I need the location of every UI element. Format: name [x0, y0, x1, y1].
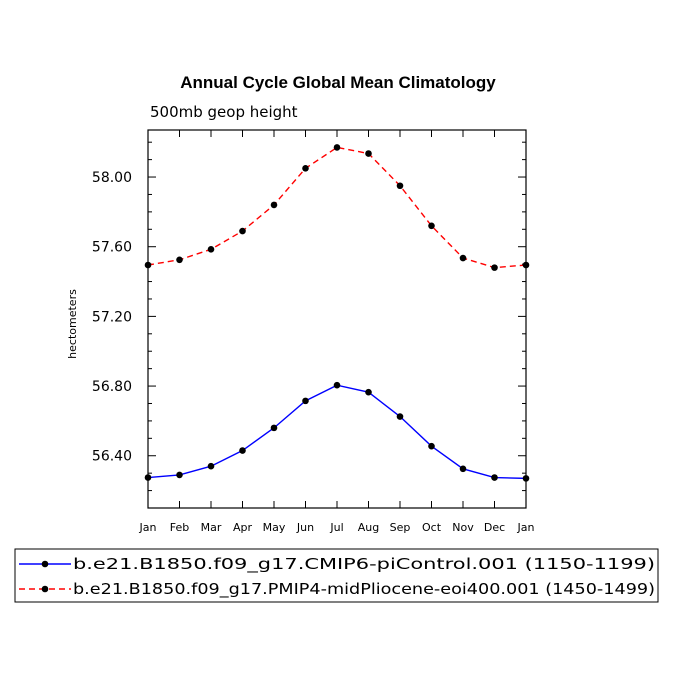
data-point	[491, 474, 498, 481]
x-tick-label: Jan	[517, 521, 535, 534]
data-point	[270, 201, 278, 209]
data-point	[428, 222, 435, 230]
legend-marker	[41, 560, 49, 568]
x-tick-label: May	[263, 521, 286, 534]
data-point	[491, 264, 498, 271]
data-point	[270, 424, 278, 432]
x-tick-label: Jan	[139, 521, 157, 534]
x-tick-label: Mar	[201, 521, 222, 534]
x-tick-label: Oct	[422, 521, 442, 534]
data-point	[333, 144, 341, 151]
x-tick-label: Dec	[484, 521, 505, 534]
data-point	[365, 150, 372, 157]
chart-subtitle: 500mb geop height	[150, 103, 298, 121]
series-line-1	[147, 146, 527, 269]
y-tick-label: 57.20	[92, 309, 132, 325]
data-point	[207, 462, 215, 470]
data-point	[333, 381, 341, 389]
legend-box	[14, 548, 659, 603]
y-tick-labels: 58.00 57.60 57.20 56.80 56.40	[92, 170, 132, 465]
y-axis-label: hectometers	[66, 289, 79, 359]
data-point	[459, 465, 467, 473]
legend-marker	[41, 585, 49, 593]
series-line-0	[147, 384, 527, 480]
x-tick-label: Sep	[390, 521, 411, 534]
x-tick-label: Jun	[296, 521, 314, 534]
data-point	[302, 397, 309, 405]
data-point	[396, 413, 404, 420]
data-point	[522, 261, 530, 269]
y-tick-label: 56.80	[92, 379, 132, 395]
axis-ticks	[147, 130, 527, 509]
y-tick-label: 57.60	[92, 240, 132, 256]
y-tick-label: 58.00	[92, 170, 132, 186]
x-tick-label: Feb	[170, 521, 189, 534]
series-layer	[144, 144, 530, 482]
legend: b.e21.B1850.f09_g17.CMIP6-piControl.001 …	[19, 555, 655, 599]
y-tick-label: 56.40	[92, 449, 132, 465]
data-point	[302, 165, 309, 172]
data-point	[365, 388, 372, 396]
data-point	[176, 256, 183, 264]
data-point	[522, 475, 530, 482]
data-point	[144, 474, 152, 481]
data-point	[396, 182, 404, 190]
data-point	[239, 227, 246, 235]
chart-title: Annual Cycle Global Mean Climatology	[180, 73, 496, 92]
x-tick-labels: Jan Feb Mar Apr May Jun Jul Aug Sep Oct Nov Dec Jan	[139, 521, 535, 534]
plot-frame	[147, 129, 527, 509]
x-tick-label: Aug	[358, 521, 379, 534]
data-point	[176, 471, 183, 479]
legend-label-1: b.e21.B1850.f09_g17.PMIP4-midPliocene-eo…	[73, 580, 655, 599]
data-point	[207, 246, 215, 253]
data-point	[459, 254, 467, 262]
data-point	[239, 447, 246, 454]
data-point	[144, 261, 152, 269]
x-tick-label: Apr	[233, 521, 253, 534]
x-tick-label: Jul	[329, 521, 343, 534]
legend-label-0: b.e21.B1850.f09_g17.CMIP6-piControl.001 …	[73, 555, 655, 574]
x-tick-label: Nov	[452, 521, 474, 534]
data-point	[428, 442, 435, 450]
